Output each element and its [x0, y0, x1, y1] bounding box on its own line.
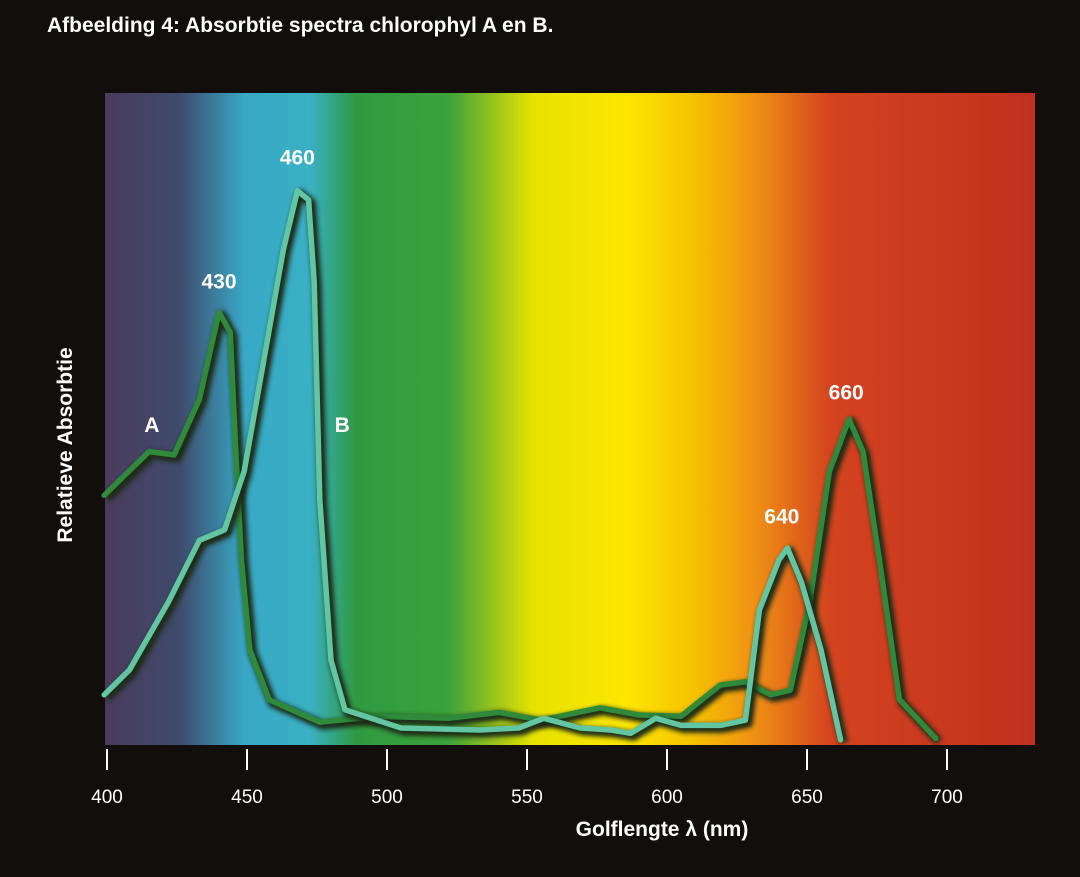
annotation-B: B	[335, 414, 350, 437]
annotation-660: 660	[829, 381, 864, 404]
annotation-460: 460	[280, 147, 315, 170]
annotation-430: 430	[201, 271, 236, 294]
x-tick-label: 700	[931, 787, 963, 808]
x-tick-label: 500	[371, 787, 403, 808]
x-tick-label: 650	[791, 787, 823, 808]
annotation-640: 640	[764, 505, 799, 528]
series-B-line	[101, 188, 844, 743]
x-tick-label: 550	[511, 787, 543, 808]
series-B-shadow	[104, 189, 848, 744]
x-tick-label: 600	[651, 787, 683, 808]
x-axis-label: Golflengte λ (nm)	[576, 818, 749, 841]
chart-title: Afbeelding 4: Absorbtie spectra chloroph…	[47, 14, 554, 37]
x-tick-label: 400	[91, 787, 123, 808]
y-axis-label: Relatieve Absorbtie	[54, 347, 77, 542]
x-tick-label: 450	[231, 787, 263, 808]
annotation-A: A	[144, 414, 159, 437]
